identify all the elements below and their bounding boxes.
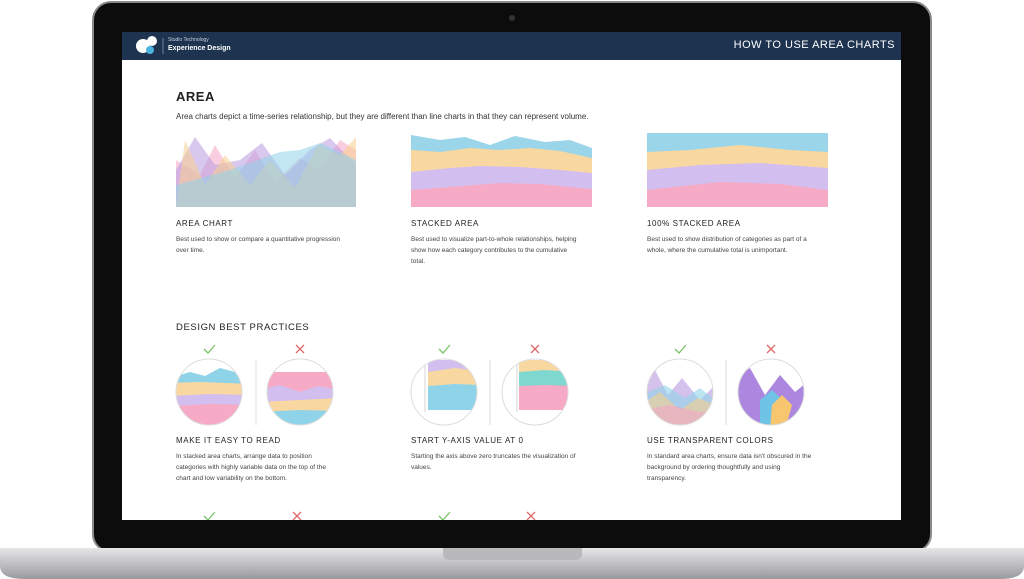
laptop-base (0, 548, 1024, 579)
practice-description: Starting the axis above zero truncates t… (411, 453, 576, 471)
card-description: Best used to show distribution of catego… (647, 236, 807, 254)
practice-title: START Y-AXIS VALUE AT 0 (411, 436, 524, 445)
stacked-area-illustration (411, 135, 592, 207)
check-icons (203, 344, 776, 520)
card-title: STACKED AREA (411, 219, 479, 228)
practice-description: In standard area charts, ensure data isn… (647, 453, 812, 482)
practice-title: MAKE IT EASY TO READ (176, 436, 281, 445)
brand-small: Studio Technology (168, 37, 209, 43)
brand: Experience Design (168, 45, 231, 52)
card-title: AREA CHART (176, 219, 233, 228)
section-intro: Area charts depict a time-series relatio… (176, 112, 589, 121)
card-description: Best used to visualize part-to-whole rel… (411, 236, 577, 265)
notch (443, 548, 582, 560)
header-bar (122, 32, 901, 60)
logo (136, 36, 164, 54)
camera (509, 15, 515, 21)
practices-title: DESIGN BEST PRACTICES (176, 322, 310, 333)
practice-description: In stacked area charts, arrange data to … (176, 453, 326, 482)
card-title: 100% STACKED AREA (647, 219, 741, 228)
dividers (255, 360, 727, 425)
section-title: AREA (176, 89, 215, 104)
screen (122, 32, 901, 520)
card-description: Best used to show or compare a quantitat… (176, 236, 341, 254)
area-chart-illustration (176, 137, 356, 207)
header-title: HOW TO USE AREA CHARTS (733, 39, 895, 51)
stacked-100-illustration (647, 133, 828, 207)
practice-title: USE TRANSPARENT COLORS (647, 436, 774, 445)
